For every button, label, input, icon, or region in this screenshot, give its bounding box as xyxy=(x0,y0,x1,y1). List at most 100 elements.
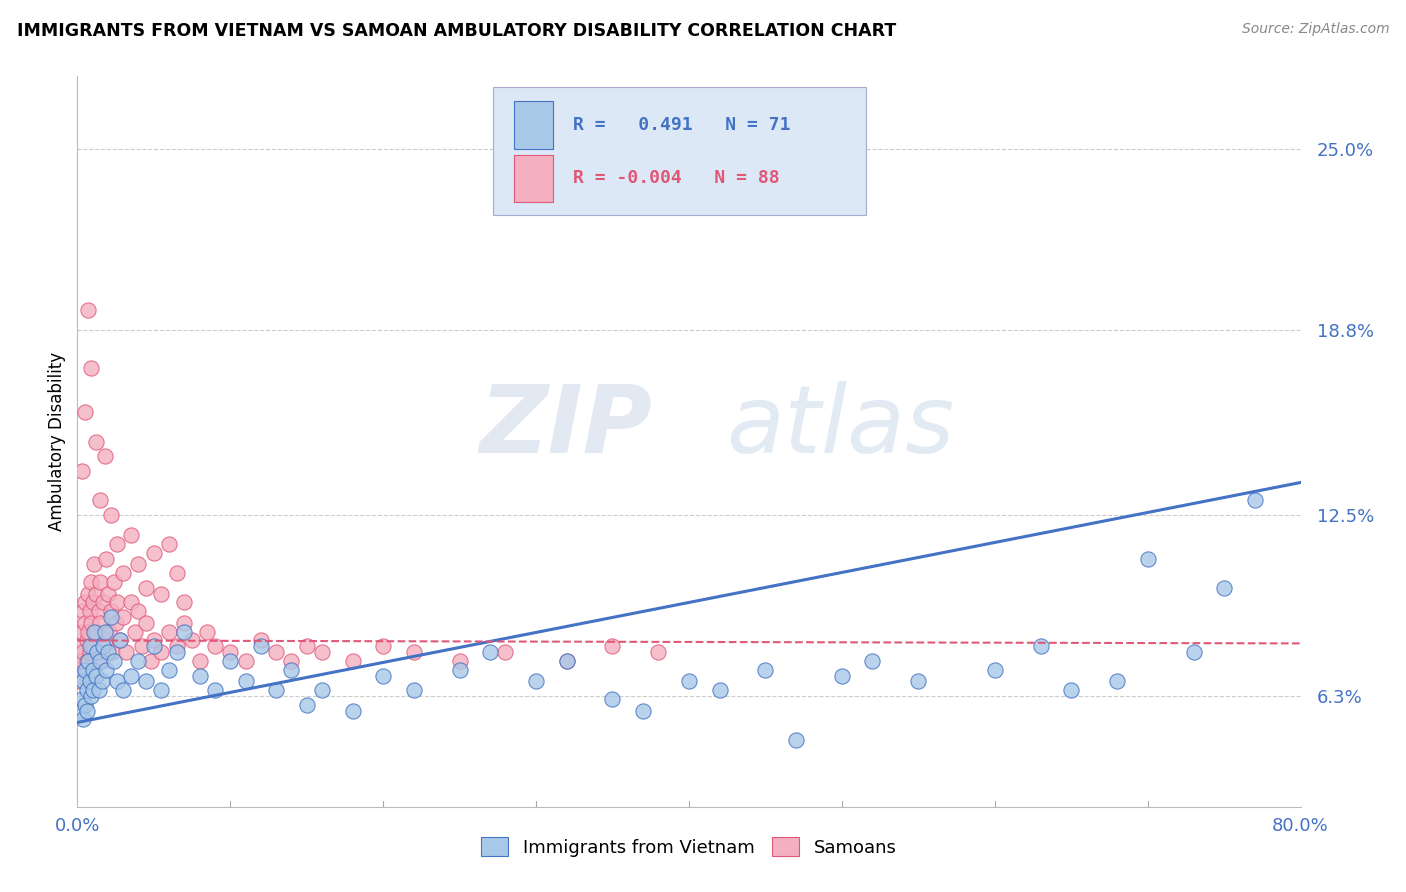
Point xyxy=(69,704,91,718)
Point xyxy=(449,654,471,668)
Point xyxy=(524,674,547,689)
Point xyxy=(157,663,180,677)
Point xyxy=(72,713,94,727)
Point xyxy=(80,689,103,703)
Point xyxy=(195,624,218,639)
Point xyxy=(97,645,120,659)
Point xyxy=(235,654,257,668)
Point xyxy=(142,546,165,560)
Point xyxy=(90,654,112,668)
Point xyxy=(120,595,142,609)
Point xyxy=(219,654,242,668)
Point xyxy=(250,640,273,654)
Point xyxy=(264,645,287,659)
Point xyxy=(82,663,104,677)
Point xyxy=(135,674,157,689)
Point xyxy=(100,604,122,618)
Point xyxy=(103,654,125,668)
Point xyxy=(94,624,117,639)
Point xyxy=(250,633,273,648)
Point xyxy=(120,528,142,542)
Point xyxy=(89,615,111,630)
Point xyxy=(166,645,188,659)
Point xyxy=(754,663,776,677)
Point xyxy=(72,604,94,618)
Point xyxy=(89,654,111,668)
Point xyxy=(101,645,124,659)
Point xyxy=(647,645,669,659)
Point xyxy=(342,704,364,718)
Point xyxy=(984,663,1007,677)
Point xyxy=(73,615,96,630)
Text: ZIP: ZIP xyxy=(479,381,652,473)
Point xyxy=(907,674,929,689)
Text: R = -0.004   N = 88: R = -0.004 N = 88 xyxy=(572,169,779,187)
Point xyxy=(97,587,120,601)
Text: Source: ZipAtlas.com: Source: ZipAtlas.com xyxy=(1241,22,1389,37)
Point xyxy=(83,624,105,639)
Point xyxy=(73,698,96,712)
Point xyxy=(76,683,98,698)
Point xyxy=(402,645,425,659)
Point xyxy=(79,604,101,618)
Point xyxy=(371,640,394,654)
Point xyxy=(150,587,173,601)
Point xyxy=(311,645,333,659)
Point xyxy=(235,674,257,689)
Point xyxy=(79,640,101,654)
Point xyxy=(67,663,90,677)
Point xyxy=(862,654,884,668)
Point xyxy=(77,302,100,317)
Point xyxy=(77,624,100,639)
Point xyxy=(96,663,118,677)
Point xyxy=(70,464,93,478)
Point xyxy=(127,558,149,572)
Point xyxy=(112,610,135,624)
Point xyxy=(70,654,93,668)
Point xyxy=(105,674,128,689)
Point xyxy=(124,624,146,639)
Point xyxy=(104,615,127,630)
Point xyxy=(103,574,125,589)
Point xyxy=(371,668,394,682)
Point xyxy=(1029,640,1052,654)
Point xyxy=(94,633,117,648)
Point xyxy=(1243,493,1265,508)
Point xyxy=(166,566,188,581)
Legend: Immigrants from Vietnam, Samoans: Immigrants from Vietnam, Samoans xyxy=(474,830,904,864)
Point xyxy=(86,645,108,659)
Point xyxy=(602,692,624,706)
Point xyxy=(73,595,96,609)
Point xyxy=(449,663,471,677)
Point xyxy=(342,654,364,668)
Point xyxy=(264,683,287,698)
Point xyxy=(280,654,302,668)
Point xyxy=(1060,683,1083,698)
Point xyxy=(204,640,226,654)
Point xyxy=(188,668,211,682)
Point xyxy=(678,674,700,689)
Point xyxy=(1213,581,1236,595)
Point xyxy=(181,633,204,648)
Point xyxy=(479,645,502,659)
Point xyxy=(139,654,162,668)
Point xyxy=(709,683,731,698)
Point xyxy=(84,624,107,639)
Point xyxy=(84,587,107,601)
Point xyxy=(150,683,173,698)
Point xyxy=(204,683,226,698)
Text: IMMIGRANTS FROM VIETNAM VS SAMOAN AMBULATORY DISABILITY CORRELATION CHART: IMMIGRANTS FROM VIETNAM VS SAMOAN AMBULA… xyxy=(17,22,896,40)
Point xyxy=(295,640,318,654)
Point xyxy=(555,654,578,668)
Point xyxy=(84,668,107,682)
Point xyxy=(77,587,100,601)
Point xyxy=(127,654,149,668)
Point xyxy=(90,674,112,689)
Point xyxy=(70,668,93,682)
Point xyxy=(112,683,135,698)
Point xyxy=(82,640,104,654)
Point xyxy=(173,615,195,630)
Point xyxy=(76,654,98,668)
Point xyxy=(100,508,122,522)
Point xyxy=(157,624,180,639)
